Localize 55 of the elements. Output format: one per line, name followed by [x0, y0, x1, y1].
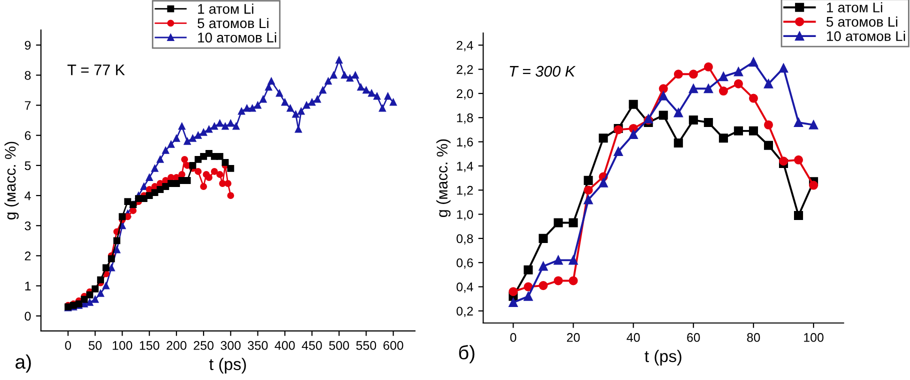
y-tick-label: 2,2: [456, 65, 473, 76]
y-tick-label: 1,4: [457, 162, 474, 172]
x-tick-label: 100: [804, 333, 824, 342]
legend-label: 5 атомов Li: [198, 18, 268, 28]
y-tick-label: 1,0: [457, 210, 473, 220]
y-tick-label: 5: [24, 161, 31, 170]
y-axis-title: g (масс. %): [436, 139, 451, 218]
y-tick-label: 6: [24, 131, 31, 140]
y-tick-label: 8: [24, 70, 31, 80]
legend-label: 1 атом Li: [198, 4, 254, 14]
y-tick-label: 3: [24, 221, 31, 230]
x-tick-label: 20: [566, 333, 580, 342]
x-tick-label: 60: [687, 333, 700, 342]
y-tick-label: 2,0: [456, 89, 473, 100]
x-tick-label: 550: [356, 341, 376, 350]
y-tick-label: 7: [24, 101, 31, 110]
y-tick-label: 9: [24, 40, 31, 50]
y-tick-label: 2: [24, 252, 31, 260]
x-axis-title: t (ps): [644, 350, 682, 366]
x-tick-label: 100: [112, 341, 132, 350]
y-tick-label: 2,4: [456, 40, 474, 52]
x-tick-label: 150: [140, 341, 160, 350]
x-tick-label: 200: [166, 341, 186, 350]
y-tick-label: 4: [24, 191, 31, 200]
x-tick-label: 500: [329, 341, 350, 350]
x-tick-label: 400: [274, 341, 295, 350]
x-axis-title: t (ps): [209, 358, 246, 374]
x-tick-label: 300: [220, 341, 241, 350]
y-tick-label: 1,8: [457, 113, 473, 124]
x-tick-label: 600: [383, 341, 404, 350]
x-tick-label: 0: [510, 333, 516, 342]
y-tick-label: 0: [24, 312, 31, 321]
legend-label: 5 атомов Li: [826, 16, 898, 27]
y-tick-label: 0,4: [456, 282, 474, 293]
x-tick-label: 450: [302, 341, 322, 350]
y-tick-label: 1,2: [457, 186, 473, 196]
annotation: T = 77 K: [67, 64, 125, 76]
x-tick-label: 80: [747, 333, 760, 342]
x-tick-label: 50: [88, 341, 102, 350]
y-axis-title: g (масс. %): [4, 142, 19, 220]
y-tick-label: 1,6: [457, 138, 473, 148]
y-tick-label: 0,6: [456, 258, 473, 269]
y-tick-label: 0,2: [456, 306, 473, 318]
text: a): [16, 354, 31, 373]
legend-label: 10 атомов Li: [827, 30, 905, 42]
x-tick-label: 0: [65, 341, 72, 350]
text: б): [459, 344, 474, 364]
x-tick-label: 350: [248, 341, 268, 350]
legend-label: 1 атом Li: [827, 2, 882, 12]
y-tick-label: 1: [25, 282, 31, 290]
x-tick-label: 40: [626, 333, 640, 342]
y-tick-label: 0,8: [456, 234, 473, 245]
annotation: T = 300 K: [510, 66, 576, 77]
x-tick-label: 250: [194, 341, 214, 350]
legend-label: 10 атомов Li: [198, 32, 276, 42]
